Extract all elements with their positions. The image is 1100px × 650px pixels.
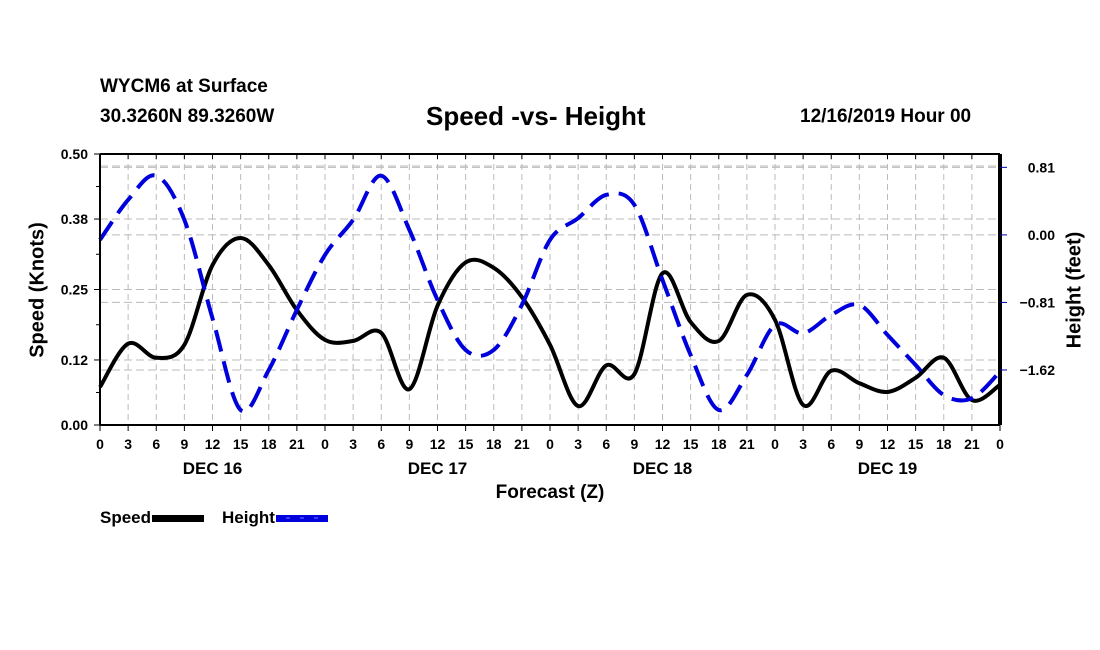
y-tick-label-speed: 0.38 <box>61 211 88 227</box>
x-tick-label: 21 <box>739 436 755 452</box>
x-tick-label: 6 <box>152 436 160 452</box>
x-tick-label: 15 <box>683 436 699 452</box>
x-tick-label: 18 <box>486 436 502 452</box>
x-tick-label: 15 <box>458 436 474 452</box>
x-tick-label: 18 <box>936 436 952 452</box>
x-day-label: DEC 19 <box>858 459 918 478</box>
x-tick-label: 9 <box>405 436 413 452</box>
y-tick-label-speed: 0.50 <box>61 146 88 162</box>
x-tick-label: 6 <box>602 436 610 452</box>
x-tick-label: 0 <box>771 436 779 452</box>
legend-swatch-height <box>275 514 328 522</box>
station-coordinates: 30.3260N 89.3260W <box>100 106 275 127</box>
y-tick-label-height: 0.00 <box>1028 227 1055 243</box>
x-tick-label: 15 <box>233 436 249 452</box>
y-tick-label-height: −1.62 <box>1020 362 1056 378</box>
x-tick-label: 3 <box>799 436 807 452</box>
x-tick-label: 9 <box>855 436 863 452</box>
series-line-height <box>98 173 1002 414</box>
y-tick-label-height: −0.81 <box>1020 294 1056 310</box>
y-tick-label-speed: 0.00 <box>61 417 88 433</box>
x-tick-label: 3 <box>349 436 357 452</box>
x-tick-label: 3 <box>124 436 132 452</box>
x-axis-label: Forecast (Z) <box>495 482 605 503</box>
grid-lines <box>100 154 1000 425</box>
legend-label-speed: Speed <box>100 508 152 527</box>
x-day-label: DEC 18 <box>633 459 693 478</box>
x-tick-label: 0 <box>321 436 329 452</box>
y-tick-label-speed: 0.25 <box>61 282 88 298</box>
x-tick-label: 12 <box>655 436 671 452</box>
series-layer <box>98 173 1002 414</box>
y-axis-label-speed: Speed (Knots) <box>26 222 49 358</box>
forecast-datetime: 12/16/2019 Hour 00 <box>800 106 972 127</box>
x-tick-label: 15 <box>908 436 924 452</box>
x-tick-label: 18 <box>261 436 277 452</box>
axes-layer <box>94 153 1007 431</box>
x-tick-label: 0 <box>996 436 1004 452</box>
y-axis-label-height: Height (feet) <box>1063 231 1086 349</box>
x-tick-label: 0 <box>546 436 554 452</box>
x-tick-label: 0 <box>96 436 104 452</box>
x-tick-label: 12 <box>430 436 446 452</box>
x-tick-label: 3 <box>574 436 582 452</box>
x-tick-label: 6 <box>827 436 835 452</box>
tick-labels: 0 3 6 9 12 15 18 21 0 3 6 9 12 15 18 21 0 3 6 9 12 15 18 21 0 3 6 9… <box>61 146 1055 478</box>
legend-swatch-speed <box>152 514 205 522</box>
legend-item-height: Height <box>222 508 328 528</box>
x-tick-label: 6 <box>377 436 385 452</box>
x-day-label: DEC 16 <box>183 459 243 478</box>
x-tick-label: 12 <box>205 436 221 452</box>
series-line-speed <box>98 236 1002 409</box>
x-day-label: DEC 17 <box>408 459 468 478</box>
station-name: WYCM6 at Surface <box>100 76 268 97</box>
y-tick-label-height: 0.81 <box>1028 159 1055 175</box>
x-tick-label: 21 <box>289 436 305 452</box>
x-tick-label: 12 <box>880 436 896 452</box>
y-tick-label-speed: 0.12 <box>61 352 88 368</box>
x-tick-label: 21 <box>964 436 980 452</box>
x-tick-label: 21 <box>514 436 530 452</box>
legend: Speed Height <box>100 508 346 528</box>
chart-title: Speed -vs- Height <box>426 101 646 131</box>
x-tick-label: 9 <box>180 436 188 452</box>
legend-item-speed: Speed <box>100 508 205 528</box>
x-tick-label: 9 <box>630 436 638 452</box>
x-tick-label: 18 <box>711 436 727 452</box>
legend-label-height: Height <box>222 508 275 527</box>
